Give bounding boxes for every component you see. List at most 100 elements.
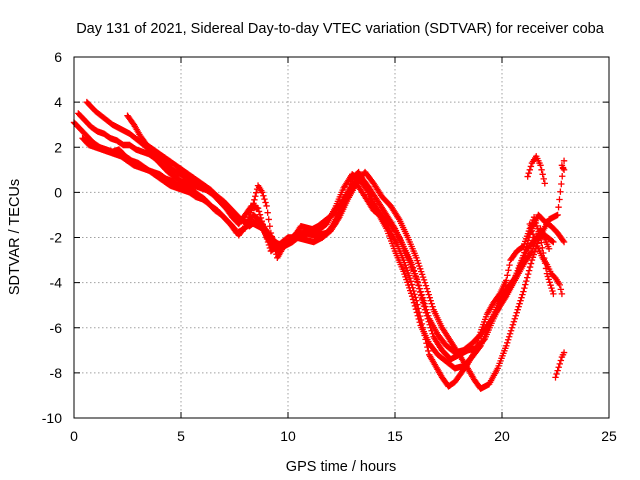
data-point	[504, 339, 511, 346]
data-point	[526, 166, 534, 174]
data-point	[538, 166, 545, 174]
data-point	[531, 237, 539, 244]
data-point	[555, 364, 562, 371]
y-tick-label: -8	[50, 365, 63, 381]
data-point	[537, 162, 544, 169]
data-point	[524, 270, 532, 278]
data-point	[521, 284, 528, 292]
x-tick-label: 5	[177, 428, 185, 444]
data-point	[529, 230, 537, 238]
data-point	[554, 211, 561, 219]
data-point	[507, 327, 515, 334]
chart-title: Day 131 of 2021, Sidereal Day-to-day VTE…	[76, 21, 605, 37]
data-point	[429, 303, 436, 310]
data-point	[264, 209, 271, 216]
data-point	[559, 237, 567, 244]
data-point	[527, 224, 535, 231]
data-point	[558, 290, 566, 298]
data-point	[408, 261, 416, 268]
data-point	[560, 349, 568, 356]
x-tick-label: 0	[70, 428, 78, 444]
data-point	[523, 277, 530, 285]
data-point	[524, 237, 532, 244]
data-point	[522, 281, 529, 288]
data-point	[413, 276, 421, 283]
data-point	[555, 204, 562, 211]
data-point	[539, 171, 546, 178]
data-point	[428, 300, 435, 307]
data-point	[539, 244, 546, 252]
data-point	[410, 267, 418, 274]
data-point	[411, 270, 419, 277]
data-point	[406, 274, 414, 282]
data-point	[518, 294, 525, 301]
data-point	[407, 278, 415, 285]
data-point	[422, 303, 429, 310]
data-point	[557, 357, 565, 364]
data-point	[260, 192, 267, 199]
data-point	[508, 324, 516, 331]
data-point	[410, 299, 418, 306]
series-track-h	[524, 153, 548, 187]
data-point	[427, 297, 434, 304]
x-tick-label: 10	[280, 428, 296, 444]
data-point	[425, 291, 432, 298]
y-tick-label: -2	[50, 230, 63, 246]
data-point	[545, 245, 553, 252]
data-point	[512, 312, 519, 319]
data-point	[424, 288, 432, 295]
data-point	[421, 300, 428, 307]
data-point	[423, 306, 430, 313]
data-point	[412, 305, 420, 313]
data-point	[550, 290, 557, 298]
data-point	[510, 318, 518, 325]
series-track-i	[558, 162, 568, 174]
data-point	[556, 360, 563, 368]
data-point	[408, 292, 416, 300]
y-axis-label: SDTVAR / TECUs	[7, 179, 23, 295]
y-tick-label: -6	[50, 320, 63, 336]
data-point	[480, 336, 488, 344]
data-point	[540, 175, 547, 183]
data-point	[419, 294, 426, 301]
data-point	[545, 276, 552, 283]
data-point	[426, 294, 433, 301]
data-point	[504, 336, 512, 343]
data-point	[552, 374, 559, 381]
data-point	[544, 273, 552, 280]
data-point	[517, 297, 524, 304]
data-point	[560, 166, 568, 174]
data-point	[251, 196, 258, 203]
data-point	[516, 300, 523, 307]
data-points	[70, 98, 568, 392]
data-point	[549, 238, 556, 245]
data-point	[429, 330, 436, 337]
data-point	[541, 180, 548, 187]
data-point	[422, 282, 430, 289]
data-point	[560, 157, 568, 164]
data-point	[520, 288, 527, 295]
data-point	[415, 315, 422, 323]
data-point	[560, 238, 568, 246]
data-point	[506, 330, 514, 337]
data-point	[259, 189, 266, 196]
data-point	[409, 296, 417, 303]
data-point	[554, 367, 561, 374]
data-point	[411, 302, 419, 310]
data-point	[265, 216, 272, 223]
y-tick-label: -10	[42, 410, 62, 426]
data-point	[252, 193, 259, 200]
data-point	[511, 315, 519, 322]
y-tick-label: 0	[54, 184, 62, 200]
data-point	[418, 291, 425, 298]
series-track-g	[552, 349, 568, 381]
data-point	[413, 309, 421, 316]
data-point	[525, 267, 533, 274]
data-point	[416, 285, 423, 292]
data-point	[533, 239, 540, 247]
data-point	[559, 173, 566, 180]
axis-ticks: 0 5 10 15 20 25 -10 -8 -6 -4 -2 0 2 4 6	[42, 49, 617, 444]
data-point	[424, 309, 431, 316]
data-point	[261, 195, 268, 203]
